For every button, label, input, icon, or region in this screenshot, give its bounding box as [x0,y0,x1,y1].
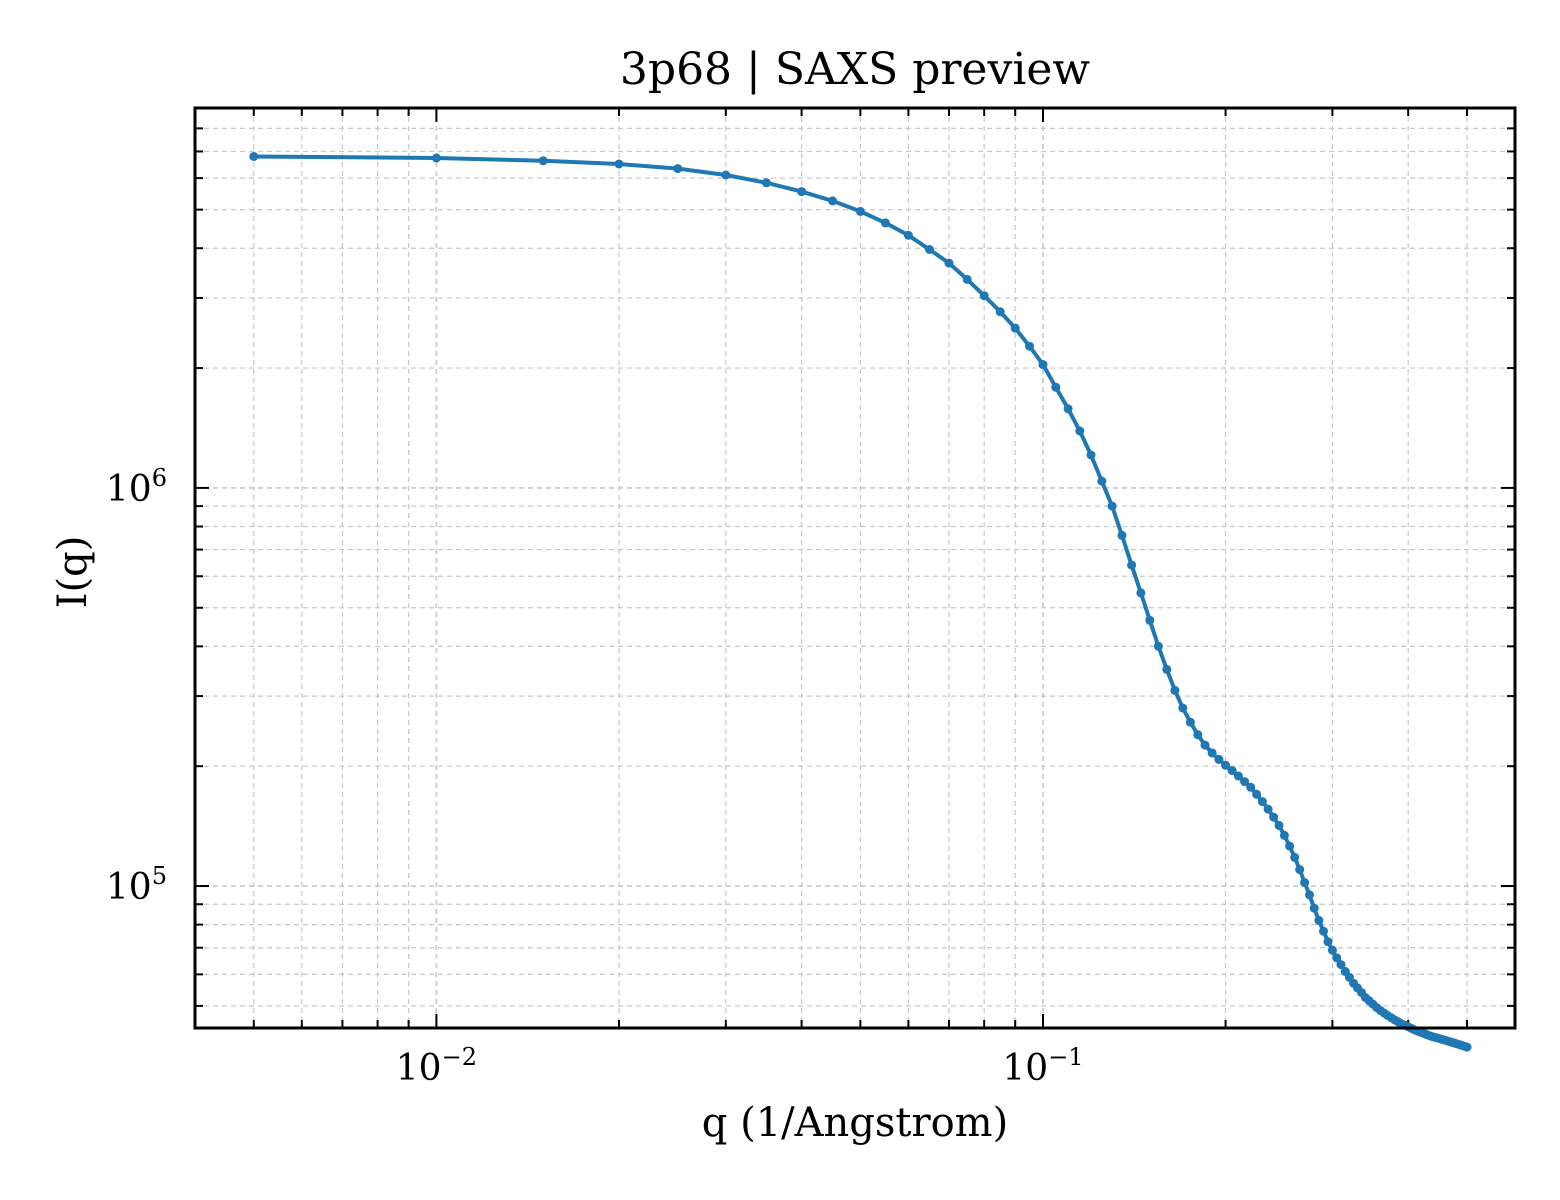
data-point [1185,717,1195,727]
data-point [944,258,954,268]
data-point [1063,404,1073,414]
data-point [1193,730,1203,740]
data-point [1295,865,1305,875]
data-point [1162,664,1172,674]
data-point [1274,820,1284,830]
tick-labels: 10−2 10−1 105 106 [106,464,1084,1089]
data-point [1285,841,1295,851]
data-point [1038,360,1048,370]
data-point [1246,782,1256,792]
x-axis-label: q (1/Angstrom) [702,1100,1008,1146]
y-axis-label: I(q) [50,536,96,609]
data-point [1240,777,1250,787]
data-point [1233,771,1243,781]
data-point [761,178,771,188]
data-point [1323,937,1333,947]
x-tick-label: 10−1 [1002,1043,1083,1089]
data-point [1010,323,1020,333]
plot-frame [193,106,1517,1030]
data-point [1252,789,1262,799]
data-point [903,230,913,240]
data-point [1327,945,1337,955]
grid [194,107,1515,1028]
data-point [1097,476,1107,486]
data-point [1221,760,1231,770]
data-point [995,307,1005,317]
data-point [1269,812,1279,822]
data-point [1207,748,1217,758]
y-tick-label: 105 [106,862,167,908]
data-point [673,164,683,174]
data-point [1051,382,1061,392]
data-point [1309,903,1319,913]
data-point [1075,426,1085,436]
data-point [855,206,865,216]
data-point [1300,878,1310,888]
data-point [249,152,259,161]
data-point [721,170,731,180]
x-tick-label: 10−2 [396,1043,477,1089]
data-point [1305,890,1314,900]
data-point [1319,926,1328,936]
data-point [828,196,838,206]
data-point [431,153,441,163]
series-layer [249,152,1472,1052]
data-point [1145,615,1155,625]
data-point [1336,960,1346,970]
data-point [1200,740,1210,750]
data-point [1290,852,1300,862]
data-point [979,291,989,301]
data-point [881,218,890,228]
data-point [797,187,807,197]
data-point [1263,804,1273,814]
data-point [538,156,548,166]
data-point [1107,501,1117,511]
y-tick-label: 106 [106,464,167,510]
data-point [1314,915,1324,925]
data-point [1127,560,1137,570]
data-point [614,159,624,169]
data-point [1332,953,1342,963]
data-point [962,274,972,284]
chart-title: 3p68 | SAXS preview [620,44,1091,95]
data-point [1117,530,1127,540]
data-point [925,245,934,254]
data-point [1025,341,1034,351]
data-point [1227,766,1237,776]
data-point [1257,797,1267,807]
data-point [1178,703,1188,713]
data-point [1170,685,1180,695]
data-point [1214,754,1224,764]
data-point [1086,450,1096,460]
data-point [1153,641,1163,651]
data-point [1462,1042,1472,1052]
data-point [1136,588,1146,598]
data-point [1279,830,1289,840]
